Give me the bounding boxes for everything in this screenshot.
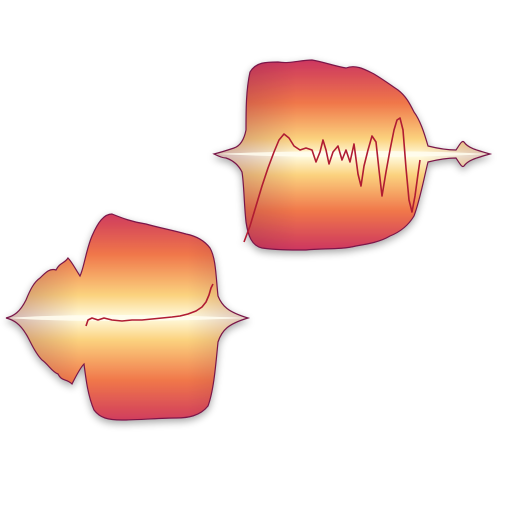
upper-right-note-blob bbox=[212, 59, 493, 251]
upper-pitch-curve bbox=[243, 117, 421, 243]
lower-left-note-blob bbox=[5, 213, 251, 421]
lower-pitch-curve bbox=[85, 283, 214, 327]
lower-blob-core bbox=[8, 315, 246, 321]
